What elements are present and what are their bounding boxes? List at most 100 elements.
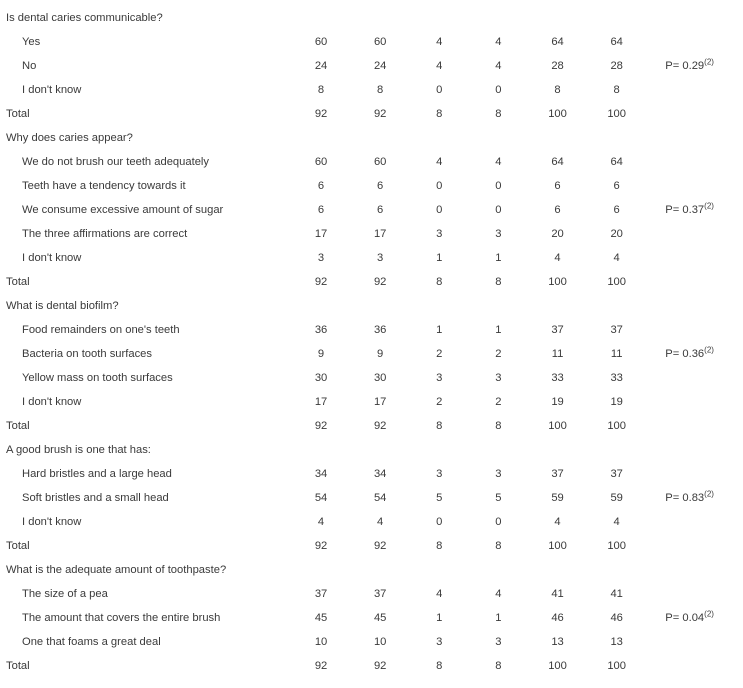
empty-cell (528, 438, 587, 462)
value-cell: 92 (351, 102, 410, 126)
total-label: Total (6, 270, 291, 294)
value-cell: 0 (469, 174, 528, 198)
value-cell: 3 (469, 462, 528, 486)
value-cell: 34 (291, 462, 350, 486)
answer-label: Bacteria on tooth surfaces (6, 342, 291, 366)
value-cell: 6 (291, 174, 350, 198)
value-cell: 34 (351, 462, 410, 486)
value-cell: 9 (351, 342, 410, 366)
value-cell: 24 (351, 54, 410, 78)
value-cell: 92 (351, 654, 410, 678)
answer-label: I don't know (6, 78, 291, 102)
value-cell: 0 (410, 78, 469, 102)
empty-cell (646, 366, 733, 390)
answer-label: Food remainders on one's teeth (6, 318, 291, 342)
empty-cell (410, 294, 469, 318)
empty-cell (646, 654, 733, 678)
value-cell: 37 (587, 318, 646, 342)
value-cell: 0 (410, 198, 469, 222)
value-cell: 8 (291, 78, 350, 102)
value-cell: 2 (469, 342, 528, 366)
value-cell: 5 (410, 486, 469, 510)
value-cell: 30 (291, 366, 350, 390)
value-cell: 11 (587, 342, 646, 366)
empty-cell (291, 438, 350, 462)
empty-cell (410, 558, 469, 582)
value-cell: 92 (291, 414, 350, 438)
value-cell: 1 (410, 606, 469, 630)
value-cell: 0 (410, 510, 469, 534)
value-cell: 19 (528, 390, 587, 414)
value-cell: 33 (528, 366, 587, 390)
question-text: Why does caries appear? (6, 126, 291, 150)
value-cell: 4 (469, 582, 528, 606)
value-cell: 2 (469, 390, 528, 414)
value-cell: 3 (410, 630, 469, 654)
value-cell: 3 (351, 246, 410, 270)
value-cell: 8 (528, 78, 587, 102)
value-cell: 9 (291, 342, 350, 366)
empty-cell (587, 126, 646, 150)
empty-cell (646, 6, 733, 30)
value-cell: 37 (587, 462, 646, 486)
value-cell: 6 (351, 198, 410, 222)
empty-cell (351, 6, 410, 30)
question-text: Is dental caries communicable? (6, 6, 291, 30)
value-cell: 100 (528, 270, 587, 294)
p-value-sup: (2) (704, 609, 714, 618)
value-cell: 3 (410, 366, 469, 390)
empty-cell (410, 438, 469, 462)
value-cell: 0 (410, 174, 469, 198)
value-cell: 59 (528, 486, 587, 510)
value-cell: 60 (291, 150, 350, 174)
value-cell: 100 (528, 102, 587, 126)
empty-cell (646, 414, 733, 438)
value-cell: 37 (291, 582, 350, 606)
answer-label: Yellow mass on tooth surfaces (6, 366, 291, 390)
value-cell: 1 (410, 246, 469, 270)
empty-cell (291, 6, 350, 30)
value-cell: 1 (469, 246, 528, 270)
question-text: A good brush is one that has: (6, 438, 291, 462)
value-cell: 64 (587, 150, 646, 174)
value-cell: 37 (351, 582, 410, 606)
p-value-sup: (2) (704, 57, 714, 66)
value-cell: 8 (410, 414, 469, 438)
total-label: Total (6, 414, 291, 438)
question-text: What is dental biofilm? (6, 294, 291, 318)
value-cell: 6 (587, 198, 646, 222)
value-cell: 64 (587, 30, 646, 54)
value-cell: 30 (351, 366, 410, 390)
empty-cell (587, 294, 646, 318)
value-cell: 6 (528, 198, 587, 222)
value-cell: 4 (587, 246, 646, 270)
value-cell: 36 (351, 318, 410, 342)
value-cell: 2 (410, 390, 469, 414)
answer-label: Teeth have a tendency towards it (6, 174, 291, 198)
empty-cell (646, 534, 733, 558)
value-cell: 8 (410, 534, 469, 558)
value-cell: 0 (469, 78, 528, 102)
value-cell: 46 (528, 606, 587, 630)
value-cell: 17 (291, 390, 350, 414)
value-cell: 8 (469, 654, 528, 678)
p-value-text: P= 0.36 (665, 348, 704, 360)
value-cell: 11 (528, 342, 587, 366)
value-cell: 33 (587, 366, 646, 390)
answer-label: Hard bristles and a large head (6, 462, 291, 486)
p-value-sup: (2) (704, 345, 714, 354)
value-cell: 60 (351, 150, 410, 174)
empty-cell (469, 438, 528, 462)
answer-label: I don't know (6, 510, 291, 534)
empty-cell (351, 294, 410, 318)
value-cell: 0 (469, 198, 528, 222)
empty-cell (587, 438, 646, 462)
answer-label: Yes (6, 30, 291, 54)
value-cell: 37 (528, 318, 587, 342)
value-cell: 8 (410, 102, 469, 126)
answer-label: We do not brush our teeth adequately (6, 150, 291, 174)
empty-cell (291, 558, 350, 582)
empty-cell (528, 126, 587, 150)
p-value-cell: P= 0.29(2) (646, 30, 733, 102)
value-cell: 100 (587, 270, 646, 294)
